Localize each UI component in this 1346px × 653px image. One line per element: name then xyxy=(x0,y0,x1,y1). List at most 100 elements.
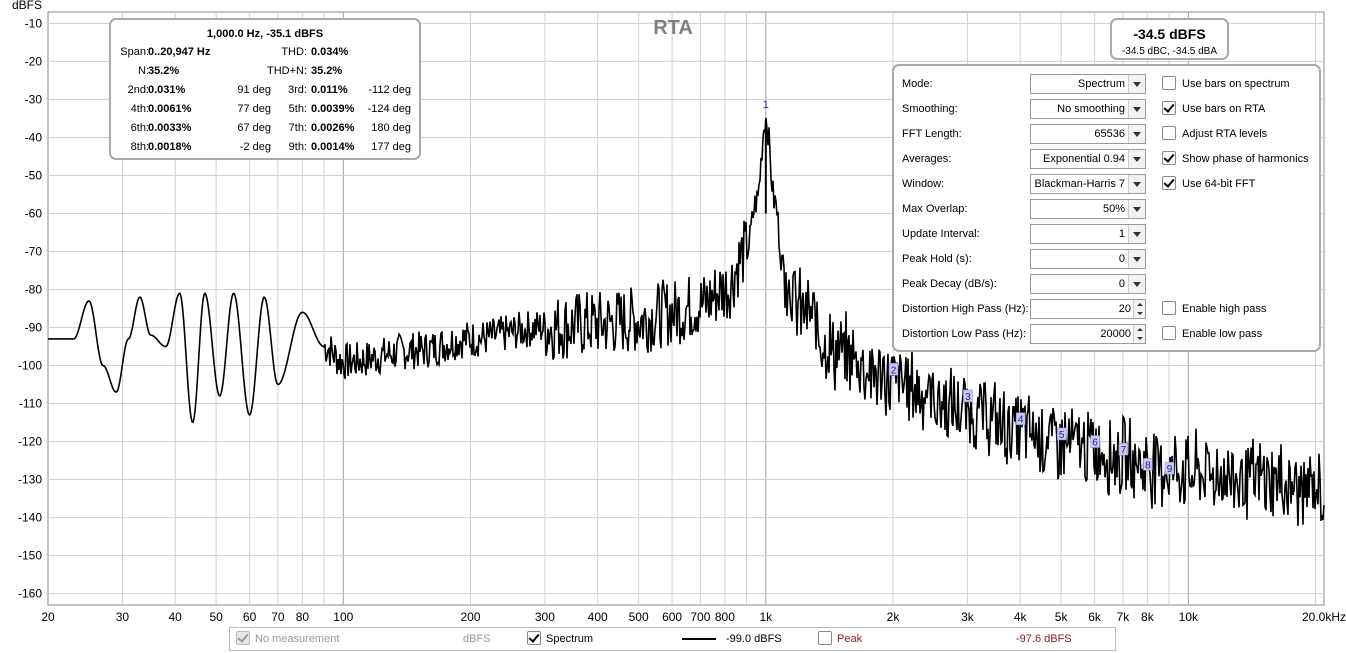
harmonic-phase: 77 deg xyxy=(237,103,271,115)
harmonic-label: 6th: xyxy=(130,122,149,134)
use-bars-rta-checkbox[interactable] xyxy=(1162,101,1176,115)
spectrum-checkbox[interactable] xyxy=(527,631,541,645)
fft-length-select[interactable]: 65536 xyxy=(1030,124,1146,144)
show-phase-checkbox[interactable] xyxy=(1162,151,1176,165)
mode-value: Spectrum xyxy=(1077,78,1125,90)
chevron-down-icon[interactable] xyxy=(1128,200,1145,218)
x-tick-label: 60 xyxy=(243,610,257,624)
no-measurement-checkbox[interactable] xyxy=(236,631,250,645)
level-main-value: -34.5 dBFS xyxy=(1133,26,1206,42)
y-tick-label: -50 xyxy=(25,168,43,182)
harmonic-marker-6: 6 xyxy=(1092,438,1098,449)
x-tick-label: 80 xyxy=(296,610,310,624)
chevron-down-icon[interactable] xyxy=(1128,275,1145,293)
y-tick-label: -40 xyxy=(25,130,43,144)
use-bars-spectrum-checkbox[interactable] xyxy=(1162,76,1176,90)
x-tick-label: 8k xyxy=(1141,610,1155,624)
update-interval-value: 1 xyxy=(1118,228,1125,240)
y-tick-label: -30 xyxy=(25,92,43,106)
chevron-down-icon[interactable] xyxy=(1128,125,1145,143)
harmonic-value: 0.0061% xyxy=(148,103,192,115)
harmonic-marker-5: 5 xyxy=(1059,430,1065,441)
smoothing-select[interactable]: No smoothing xyxy=(1030,99,1146,119)
dist-low-pass-spinner[interactable]: 20000 xyxy=(1030,324,1146,344)
harmonic-phase: 177 deg xyxy=(371,141,411,153)
harmonic-value: 0.031% xyxy=(148,84,186,96)
peak-decay-label: Peak Decay (dB/s): xyxy=(902,278,997,290)
x-tick-label: 70 xyxy=(271,610,285,624)
harmonic-label: 8th: xyxy=(130,141,149,153)
dist-low-pass-label: Distortion Low Pass (Hz): xyxy=(902,328,1027,340)
x-tick-label: 20 xyxy=(41,610,55,624)
max-overlap-select[interactable]: 50% xyxy=(1030,199,1146,219)
adjust-rta-levels-checkbox[interactable] xyxy=(1162,126,1176,140)
harmonic-label: 2nd: xyxy=(127,84,149,96)
chevron-down-icon[interactable] xyxy=(1128,150,1145,168)
harmonic-label: 3rd: xyxy=(288,84,307,96)
averages-label: Averages: xyxy=(902,153,952,165)
use-64bit-fft-checkbox[interactable] xyxy=(1162,176,1176,190)
x-tick-label: 5k xyxy=(1055,610,1069,624)
y-tick-label: -150 xyxy=(18,549,42,563)
spectrum-line-swatch xyxy=(682,638,716,640)
fft-length-label: FFT Length: xyxy=(902,128,962,140)
chevron-down-icon[interactable] xyxy=(1128,225,1145,243)
x-tick-label: 800 xyxy=(715,610,735,624)
harmonic-marker-2: 2 xyxy=(891,365,897,376)
smoothing-label: Smoothing: xyxy=(902,103,958,115)
harmonic-row: 6th: 0.0033% 67 deg 7th: 0.0026% 180 deg xyxy=(111,122,419,136)
thdn-label: THD+N: xyxy=(266,65,307,77)
level-weighted-values: -34.5 dBC, -34.5 dBA xyxy=(1121,46,1218,57)
harmonic-value: 0.0039% xyxy=(311,103,355,115)
dist-high-pass-spinner[interactable]: 20 xyxy=(1030,299,1146,319)
y-tick-label: -10 xyxy=(25,16,43,30)
spin-down-icon[interactable] xyxy=(1133,334,1145,343)
spin-up-icon[interactable] xyxy=(1133,300,1145,309)
harmonic-marker-box xyxy=(1118,442,1129,456)
chevron-down-icon[interactable] xyxy=(1128,100,1145,118)
chevron-down-icon[interactable] xyxy=(1128,175,1145,193)
peak-decay-value: 0 xyxy=(1118,278,1125,290)
enable-high-pass-checkbox[interactable] xyxy=(1162,301,1176,315)
legend-unit: dBFS xyxy=(463,633,491,645)
mode-select[interactable]: Spectrum xyxy=(1030,74,1146,94)
level-readout: -34.5 dBFS -34.5 dBC, -34.5 dBA xyxy=(1110,18,1229,60)
y-tick-label: -120 xyxy=(18,435,42,449)
x-tick-label: 30 xyxy=(116,610,130,624)
harmonic-marker-box xyxy=(1015,412,1026,425)
window-label: Window: xyxy=(902,178,945,190)
averages-select[interactable]: Exponential 0.94 xyxy=(1030,149,1146,169)
y-tick-label: -130 xyxy=(18,473,42,487)
chevron-down-icon[interactable] xyxy=(1128,75,1145,93)
harmonic-value: 0.011% xyxy=(311,84,348,96)
peak-decay-select[interactable]: 0 xyxy=(1030,274,1146,294)
chevron-down-icon[interactable] xyxy=(1128,250,1145,268)
peak-hold-select[interactable]: 0 xyxy=(1030,249,1146,269)
thd-label: THD: xyxy=(281,46,307,58)
thd-value: 0.034% xyxy=(311,46,349,58)
harmonic-row: 4th: 0.0061% 77 deg 5th: 0.0039% -124 deg xyxy=(111,103,419,117)
enable-low-pass-checkbox[interactable] xyxy=(1162,326,1176,340)
harmonic-label: 7th: xyxy=(288,122,307,134)
window-select[interactable]: Blackman-Harris 7 xyxy=(1030,174,1146,194)
update-interval-select[interactable]: 1 xyxy=(1030,224,1146,244)
dist-high-pass-value: 20 xyxy=(1118,303,1131,315)
spectrum-value: -99.0 dBFS xyxy=(726,633,782,645)
window-value: Blackman-Harris 7 xyxy=(1034,178,1125,190)
harmonic-marker-7: 7 xyxy=(1121,445,1127,456)
smoothing-value: No smoothing xyxy=(1057,103,1125,115)
peak-checkbox[interactable] xyxy=(818,631,832,645)
y-tick-label: -80 xyxy=(25,282,43,296)
mode-label: Mode: xyxy=(902,78,933,90)
x-tick-label: 10k xyxy=(1179,610,1199,624)
plot-title: RTA xyxy=(653,17,693,39)
dist-low-pass-value: 20000 xyxy=(1100,328,1131,340)
harmonic-marker-box xyxy=(1164,461,1175,475)
x-tick-label: 700 xyxy=(690,610,710,624)
max-overlap-label: Max Overlap: xyxy=(902,203,968,215)
rta-settings-panel: Mode: Spectrum Use bars on spectrum Smoo… xyxy=(892,64,1321,352)
spin-down-icon[interactable] xyxy=(1133,309,1145,318)
spin-up-icon[interactable] xyxy=(1133,325,1145,334)
x-tick-label: 400 xyxy=(588,610,608,624)
x-tick-label: 1k xyxy=(759,610,773,624)
